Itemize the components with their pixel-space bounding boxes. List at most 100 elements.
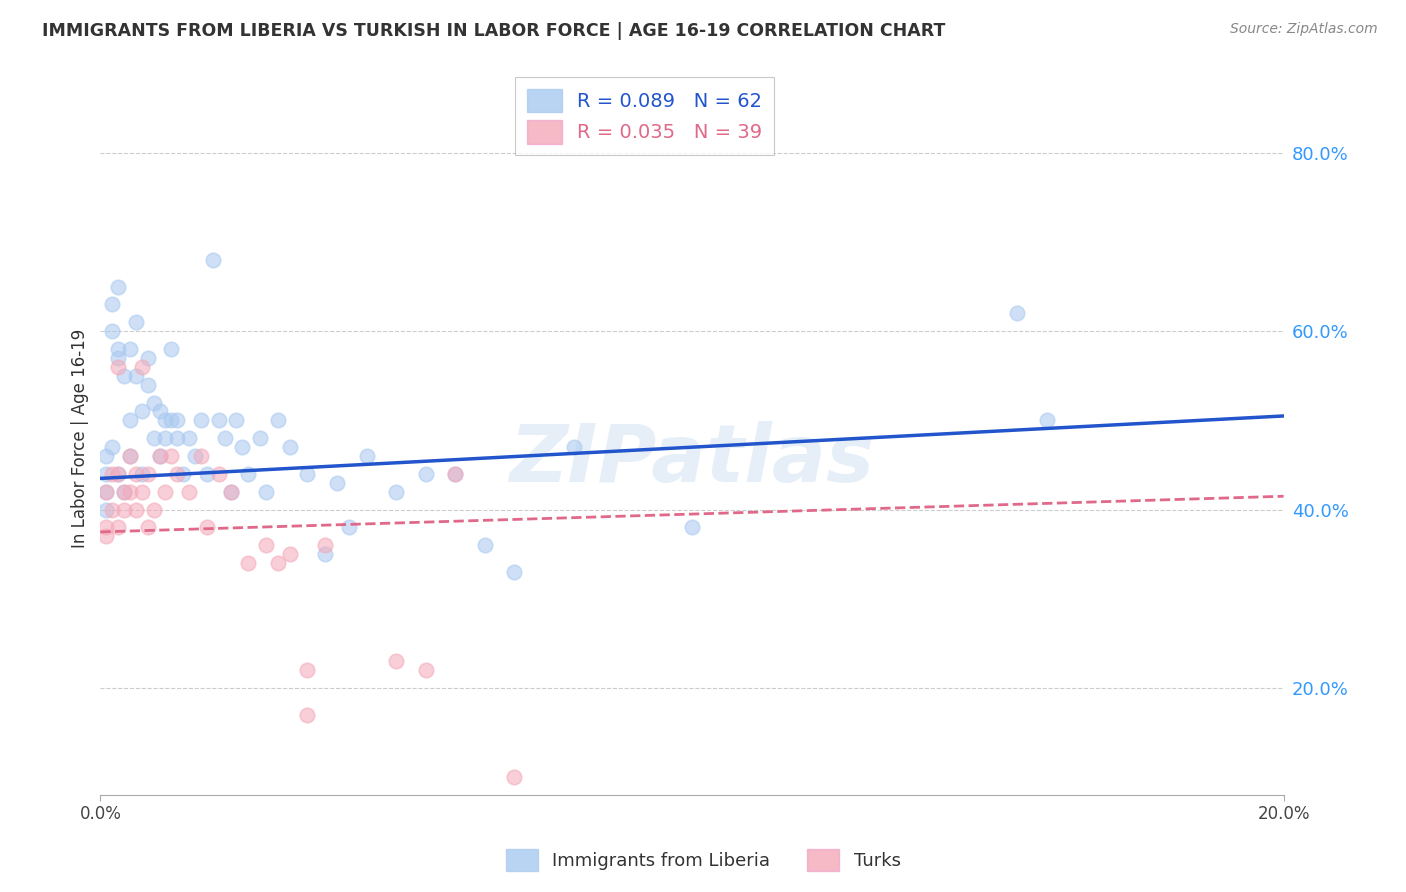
- Point: [249, 431, 271, 445]
- Point: [118, 413, 141, 427]
- Point: [155, 413, 177, 427]
- Point: [96, 467, 118, 481]
- Point: [444, 467, 467, 481]
- Point: [118, 342, 141, 356]
- Point: [112, 484, 135, 499]
- Point: [148, 449, 170, 463]
- Point: [101, 297, 124, 311]
- Text: IMMIGRANTS FROM LIBERIA VS TURKISH IN LABOR FORCE | AGE 16-19 CORRELATION CHART: IMMIGRANTS FROM LIBERIA VS TURKISH IN LA…: [42, 22, 946, 40]
- Point: [444, 467, 467, 481]
- Point: [415, 467, 437, 481]
- Point: [297, 707, 319, 722]
- Point: [177, 431, 200, 445]
- Point: [172, 467, 194, 481]
- Point: [681, 520, 703, 534]
- Point: [208, 467, 231, 481]
- Point: [107, 342, 129, 356]
- Point: [166, 413, 188, 427]
- Point: [184, 449, 207, 463]
- Point: [101, 324, 124, 338]
- Point: [201, 252, 224, 267]
- Point: [118, 449, 141, 463]
- Point: [225, 413, 247, 427]
- Text: ZIPatlas: ZIPatlas: [509, 421, 875, 499]
- Point: [136, 467, 159, 481]
- Point: [238, 556, 260, 570]
- Y-axis label: In Labor Force | Age 16-19: In Labor Force | Age 16-19: [72, 328, 89, 548]
- Point: [136, 351, 159, 365]
- Point: [195, 520, 218, 534]
- Point: [131, 359, 153, 374]
- Point: [148, 404, 170, 418]
- Point: [562, 440, 585, 454]
- Point: [474, 538, 496, 552]
- Point: [160, 413, 183, 427]
- Point: [190, 449, 212, 463]
- Point: [231, 440, 253, 454]
- Point: [107, 359, 129, 374]
- Point: [314, 547, 336, 561]
- Point: [238, 467, 260, 481]
- Point: [96, 502, 118, 516]
- Point: [96, 484, 118, 499]
- Point: [267, 556, 290, 570]
- Point: [297, 663, 319, 677]
- Point: [177, 484, 200, 499]
- Point: [101, 467, 124, 481]
- Point: [125, 502, 148, 516]
- Point: [254, 484, 277, 499]
- Point: [166, 431, 188, 445]
- Point: [125, 315, 148, 329]
- Point: [503, 770, 526, 784]
- Point: [112, 484, 135, 499]
- Text: Source: ZipAtlas.com: Source: ZipAtlas.com: [1230, 22, 1378, 37]
- Point: [267, 413, 290, 427]
- Point: [136, 520, 159, 534]
- Point: [118, 449, 141, 463]
- Point: [131, 484, 153, 499]
- Point: [385, 484, 408, 499]
- Point: [136, 377, 159, 392]
- Point: [107, 520, 129, 534]
- Point: [356, 449, 378, 463]
- Point: [107, 467, 129, 481]
- Point: [96, 449, 118, 463]
- Point: [278, 440, 301, 454]
- Point: [1036, 413, 1059, 427]
- Point: [219, 484, 242, 499]
- Point: [125, 368, 148, 383]
- Point: [385, 654, 408, 668]
- Point: [214, 431, 236, 445]
- Point: [337, 520, 360, 534]
- Point: [96, 520, 118, 534]
- Point: [142, 431, 165, 445]
- Point: [314, 538, 336, 552]
- Legend: Immigrants from Liberia, Turks: Immigrants from Liberia, Turks: [498, 842, 908, 879]
- Point: [148, 449, 170, 463]
- Point: [112, 368, 135, 383]
- Point: [101, 502, 124, 516]
- Point: [96, 529, 118, 543]
- Point: [160, 342, 183, 356]
- Point: [112, 502, 135, 516]
- Point: [1007, 306, 1029, 320]
- Point: [326, 475, 349, 490]
- Point: [190, 413, 212, 427]
- Point: [503, 565, 526, 579]
- Point: [278, 547, 301, 561]
- Point: [297, 467, 319, 481]
- Point: [107, 351, 129, 365]
- Point: [101, 440, 124, 454]
- Point: [166, 467, 188, 481]
- Point: [219, 484, 242, 499]
- Point: [155, 431, 177, 445]
- Point: [96, 484, 118, 499]
- Point: [131, 404, 153, 418]
- Point: [254, 538, 277, 552]
- Point: [131, 467, 153, 481]
- Point: [155, 484, 177, 499]
- Point: [125, 467, 148, 481]
- Legend: R = 0.089   N = 62, R = 0.035   N = 39: R = 0.089 N = 62, R = 0.035 N = 39: [515, 77, 775, 155]
- Point: [142, 395, 165, 409]
- Point: [118, 484, 141, 499]
